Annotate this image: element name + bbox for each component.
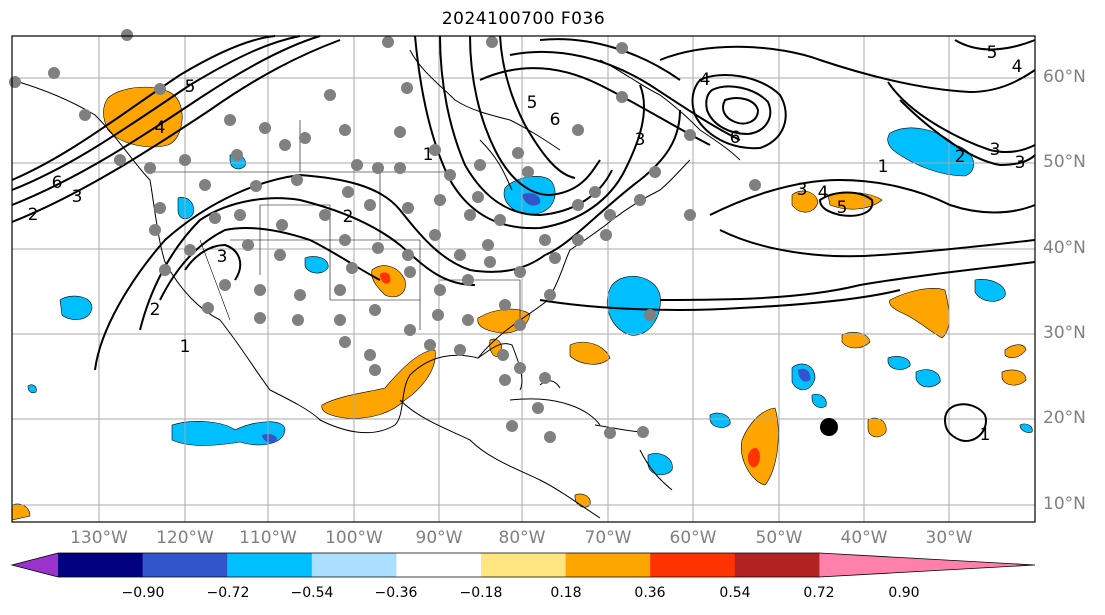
colorbar-tick-label: −0.72 [206, 585, 250, 601]
contour-label: 3 [217, 247, 228, 267]
longitude-label: 110°W [239, 528, 297, 548]
colorbar-tick-label: 0.18 [550, 585, 582, 601]
colorbar-segment [565, 553, 651, 577]
contour-label: 1 [180, 337, 191, 357]
contour-label: 2 [28, 205, 39, 225]
contour-label: 1 [423, 145, 434, 165]
colorbar-tick-label: −0.90 [121, 585, 165, 601]
contour-label: 3 [797, 180, 808, 200]
colorbar-tick-label: −0.18 [459, 585, 503, 601]
latitude-label: 40°N [1043, 238, 1086, 258]
longitude-label: 80°W [498, 528, 546, 548]
latitude-label: 50°N [1043, 152, 1086, 172]
colorbar-segment [734, 553, 820, 577]
contour-lines [11, 35, 1036, 442]
state-borders [150, 120, 521, 330]
colorbar-segment [311, 553, 397, 577]
contour-label: 5 [527, 93, 538, 113]
contour-label: 4 [1012, 57, 1023, 77]
latitude-label: 10°N [1043, 494, 1086, 514]
positive-anomaly-patches [11, 86, 1027, 521]
longitude-label: 40°W [840, 528, 888, 548]
latitude-label: 20°N [1043, 408, 1086, 428]
longitude-label: 30°W [925, 528, 973, 548]
colorbar-tick-label: 0.36 [634, 585, 666, 601]
colorbar-tick-label: 0.72 [803, 585, 835, 601]
contour-label: 6 [550, 110, 561, 130]
contour-label: 5 [837, 198, 848, 218]
longitude-label: 70°W [584, 528, 632, 548]
longitude-label: 120°W [156, 528, 214, 548]
map-frame [11, 35, 1036, 523]
contour-label-group: 2 3 6 5 4 1 2 3 2 1 6 5 3 4 6 3 4 5 1 2 … [28, 43, 1026, 445]
longitude-label: 60°W [669, 528, 717, 548]
contour-label: 5 [987, 43, 998, 63]
colorbar-tick-label: −0.54 [290, 585, 334, 601]
longitude-label: 130°W [70, 528, 128, 548]
contour-label: 3 [990, 140, 1001, 160]
colorbar-segment [142, 553, 228, 577]
colorbar-tick-label: −0.36 [374, 585, 418, 601]
longitude-label: 100°W [325, 528, 383, 548]
contour-label: 3 [635, 130, 646, 150]
colorbar-segment [227, 553, 313, 577]
contour-label: 3 [1015, 153, 1026, 173]
latitude-label: 60°N [1043, 67, 1086, 87]
colorbar-segment [396, 553, 482, 577]
colorbar-tick-label: 0.54 [719, 585, 751, 601]
colorbar-segment [58, 553, 144, 577]
contour-label: 3 [72, 187, 83, 207]
latitude-label: 30°N [1043, 323, 1086, 343]
contour-label: 4 [818, 183, 829, 203]
station-markers [9, 29, 761, 443]
map-title: 2024100700 F036 [441, 9, 606, 29]
colorbar-tick-label: 0.90 [888, 585, 920, 601]
contour-label: 2 [343, 207, 354, 227]
gridlines [12, 36, 1035, 522]
contour-label: 1 [878, 157, 889, 177]
longitude-label: 90°W [415, 528, 463, 548]
colorbar [10, 552, 1036, 578]
colorbar-extend-low [12, 553, 58, 577]
contour-label: 6 [52, 173, 63, 193]
negative-anomaly-patches [27, 127, 1033, 476]
storm-center-marker [820, 418, 838, 436]
longitude-label: 50°W [755, 528, 803, 548]
contour-label: 1 [980, 425, 991, 445]
contour-label: 2 [150, 300, 161, 320]
contour-label: 5 [185, 77, 196, 97]
colorbar-extend-high [819, 553, 1035, 577]
colorbar-segment [481, 553, 567, 577]
contour-label: 4 [700, 70, 711, 90]
contour-label: 2 [955, 147, 966, 167]
contour-label: 4 [155, 118, 166, 138]
colorbar-outline [10, 552, 1036, 578]
colorbar-segment [650, 553, 736, 577]
contour-label: 6 [730, 128, 741, 148]
